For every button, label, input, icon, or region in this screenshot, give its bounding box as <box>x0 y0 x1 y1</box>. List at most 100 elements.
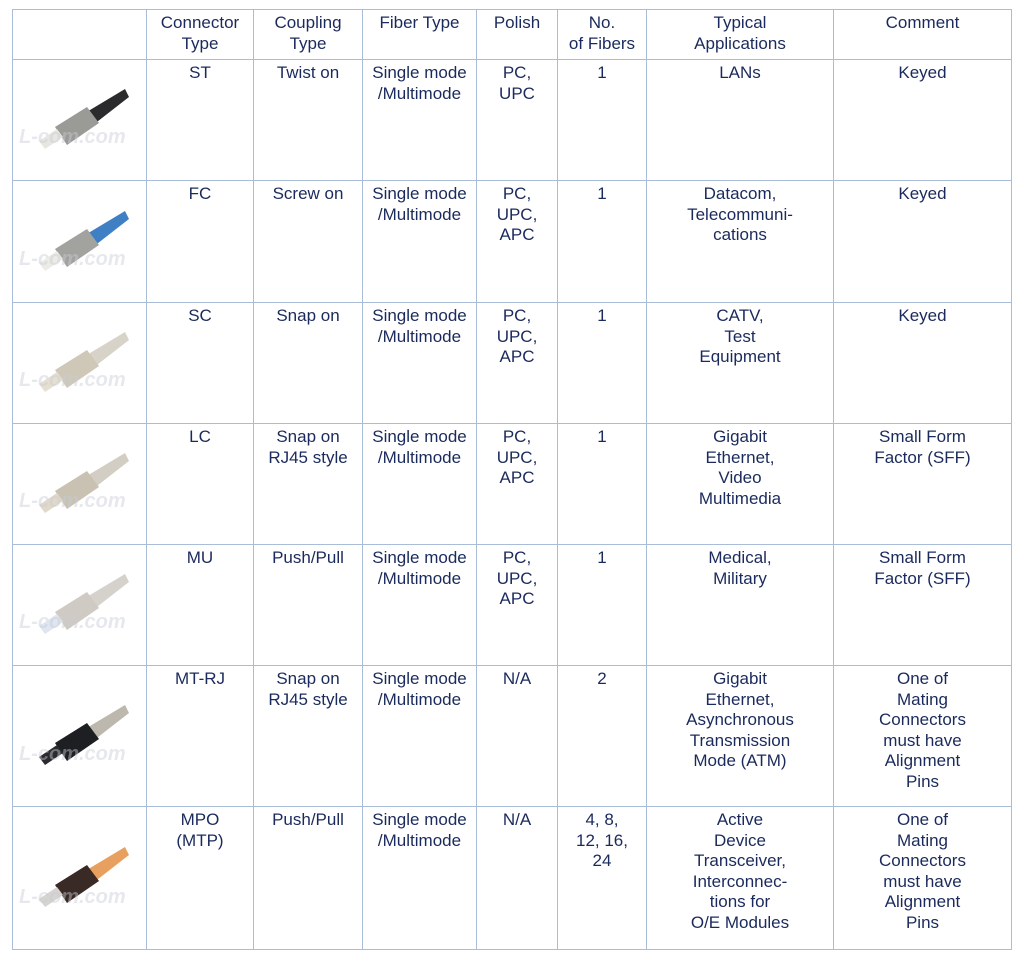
cable <box>84 705 129 741</box>
cell-comment: Keyed <box>833 302 1012 424</box>
cell-fibers: 1 <box>557 302 647 424</box>
column-header-comment: Comment <box>833 9 1012 60</box>
ferrule <box>38 493 63 513</box>
header-line: Fiber Type <box>379 13 460 32</box>
cell-fibers: 1 <box>557 180 647 303</box>
cell-polish: N/A <box>476 665 558 807</box>
cell-connector: FC <box>146 180 254 303</box>
cell-coupling: Push/Pull <box>253 806 363 950</box>
table-row: L-com.com ST Twist on Single mode /Multimod… <box>12 59 1012 181</box>
watermark: L-com.com <box>19 743 126 766</box>
connector-body <box>54 228 99 267</box>
header-row: Connector Type Coupling Type Fiber Type Polis… <box>12 9 1012 60</box>
cell-comment: Keyed <box>833 59 1012 181</box>
cell-connector: ST <box>146 59 254 181</box>
table-row: L-com.com SC Snap on Single mode /Multimode… <box>12 302 1012 424</box>
cell-polish: N/A <box>476 806 558 950</box>
header-line: Typical <box>713 13 767 32</box>
table-row: L-com.com FC Screw on Single mode /Multimod… <box>12 180 1012 303</box>
ferrule <box>38 614 63 634</box>
cell-coupling: Push/Pull <box>253 544 363 666</box>
cell-polish: PC, UPC, APC <box>476 544 558 666</box>
watermark: L-com.com <box>19 885 126 908</box>
connector-illustration <box>38 847 129 907</box>
cable <box>84 332 129 368</box>
cell-fibers: 1 <box>557 544 647 666</box>
header-line: Connector <box>160 13 240 32</box>
column-header-fiber-type: Fiber Type <box>362 9 477 60</box>
lc-connector-photo: L-com.com <box>12 423 147 545</box>
watermark: L-com.com <box>19 247 126 270</box>
header-line: Comment <box>885 13 960 32</box>
header-line: of Fibers <box>568 33 636 53</box>
table-row: L-com.com LC Snap on RJ45 style Single mode… <box>12 423 1012 545</box>
cell-connector: MT-RJ <box>146 665 254 807</box>
connector-illustration <box>38 705 129 765</box>
column-header-polish: Polish <box>476 9 558 60</box>
cell-polish: PC, UPC, APC <box>476 302 558 424</box>
header-line: Type <box>289 33 327 53</box>
connector-body <box>54 107 99 145</box>
column-header-image <box>12 9 147 60</box>
cell-applications: Gigabit Ethernet, Asynchronous Transmiss… <box>646 665 834 807</box>
cell-fiber: Single mode /Multimode <box>362 665 477 807</box>
cable <box>84 89 129 125</box>
mt-rj-connector-photo: L-com.com <box>12 665 147 807</box>
ferrule <box>38 745 63 765</box>
cell-comment: Small Form Factor (SFF) <box>833 544 1012 666</box>
cell-coupling: Twist on <box>253 59 363 181</box>
cell-applications: Medical, Military <box>646 544 834 666</box>
header-line: Type <box>181 33 219 53</box>
ferrule <box>38 129 63 149</box>
connector-body <box>54 471 99 509</box>
cell-coupling: Screw on <box>253 180 363 303</box>
connector-body <box>54 592 99 630</box>
ferrule <box>38 250 63 271</box>
cell-fiber: Single mode /Multimode <box>362 302 477 424</box>
cell-comment: One of Mating Connectors must have Align… <box>833 665 1012 807</box>
cell-connector: LC <box>146 423 254 545</box>
cell-connector: MU <box>146 544 254 666</box>
cell-coupling: Snap on RJ45 style <box>253 423 363 545</box>
cell-applications: Active Device Transceiver, Interconnec- … <box>646 806 834 950</box>
watermark: L-com.com <box>19 369 126 392</box>
connector-illustration <box>38 210 129 271</box>
cell-fiber: Single mode /Multimode <box>362 423 477 545</box>
mpo-connector-photo: L-com.com <box>12 806 147 950</box>
connector-illustration <box>38 574 129 634</box>
cell-connector: MPO (MTP) <box>146 806 254 950</box>
table-row: L-com.com MU Push/Pull Single mode /Multimo… <box>12 544 1012 666</box>
watermark: L-com.com <box>19 611 126 634</box>
cell-fibers: 1 <box>557 59 647 181</box>
fiber-connector-table: Connector Type Coupling Type Fiber Type Polis… <box>12 9 1012 950</box>
header-line: Applications <box>694 33 786 53</box>
connector-body <box>54 350 99 388</box>
header-line: No. <box>588 13 616 32</box>
connector-body <box>54 723 99 761</box>
cell-applications: Datacom, Telecommuni- cations <box>646 180 834 303</box>
cell-coupling: Snap on <box>253 302 363 424</box>
cell-fiber: Single mode /Multimode <box>362 544 477 666</box>
cell-fibers: 4, 8, 12, 16, 24 <box>557 806 647 950</box>
sc-connector-photo: L-com.com <box>12 302 147 424</box>
cell-comment: One of Mating Connectors must have Align… <box>833 806 1012 950</box>
ferrule <box>38 372 63 392</box>
cell-comment: Small Form Factor (SFF) <box>833 423 1012 545</box>
header-line: Polish <box>493 13 541 32</box>
cable <box>84 453 129 489</box>
column-header-connector-type: Connector Type <box>146 9 254 60</box>
mu-connector-photo: L-com.com <box>12 544 147 666</box>
cell-polish: PC, UPC, APC <box>476 423 558 545</box>
cell-polish: PC, UPC, APC <box>476 180 558 303</box>
table-row: L-com.com MT-RJ Snap on RJ45 style Single m… <box>12 665 1012 807</box>
connector-illustration <box>38 453 129 513</box>
column-header-typical-applications: Typical Applications <box>646 9 834 60</box>
st-connector-photo: L-com.com <box>12 59 147 181</box>
cell-connector: SC <box>146 302 254 424</box>
table-row: L-com.com MPO (MTP) Push/Pull Single mode /… <box>12 806 1012 950</box>
column-header-coupling-type: Coupling Type <box>253 9 363 60</box>
column-header-no-of-fibers: No. of Fibers <box>557 9 647 60</box>
cable <box>84 574 129 610</box>
cable <box>84 210 129 247</box>
cell-applications: LANs <box>646 59 834 181</box>
